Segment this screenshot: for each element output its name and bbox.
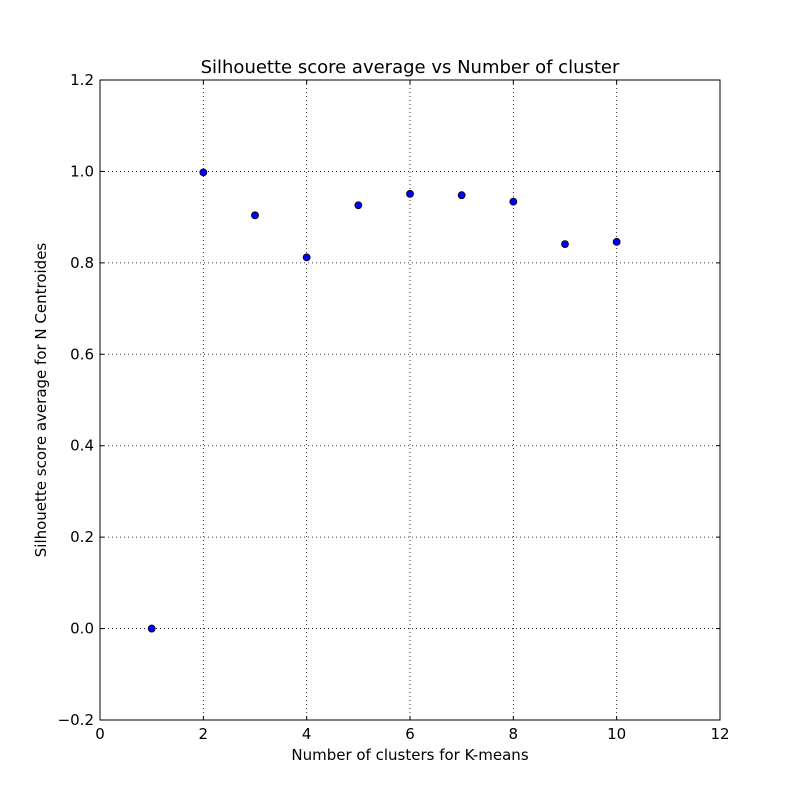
y-tick-label: 0.4 [70,437,94,455]
x-tick-label: 4 [302,725,312,743]
grid-lines [100,80,720,720]
y-tick-label: −0.2 [58,711,94,729]
data-point [199,168,208,177]
data-point [406,189,414,198]
data-points [147,168,621,633]
x-tick-label: 2 [199,725,209,743]
data-point [147,624,156,633]
x-axis-label: Number of clusters for K-means [291,746,528,764]
data-point [251,211,259,220]
chart-title: Silhouette score average vs Number of cl… [201,57,620,78]
plot-frame [99,79,721,721]
data-point [457,191,466,200]
x-tick-label: 0 [95,725,105,743]
y-tick-label: 0.0 [70,620,94,638]
data-point [302,253,311,262]
x-tick-label: 12 [710,725,729,743]
y-tick-label: 0.6 [70,345,94,363]
x-tick-label: 8 [509,725,519,743]
y-tick-label: 1.0 [70,162,94,180]
y-tick-label: 0.8 [70,254,94,272]
y-axis-label: Silhouette score average for N Centroide… [32,243,50,558]
x-tick-label: 10 [607,725,626,743]
y-tick-label: 1.2 [70,71,94,89]
data-point [509,197,518,206]
data-point [354,201,363,210]
y-tick-label: 0.2 [70,528,94,546]
y-tick-labels: −0.2 0.0 0.2 0.4 0.6 0.8 1.0 1.2 [58,71,94,729]
x-tick-labels: 0 2 4 6 8 10 12 [95,725,729,743]
data-point [612,237,621,246]
data-point [561,240,569,249]
x-tick-label: 6 [405,725,415,743]
